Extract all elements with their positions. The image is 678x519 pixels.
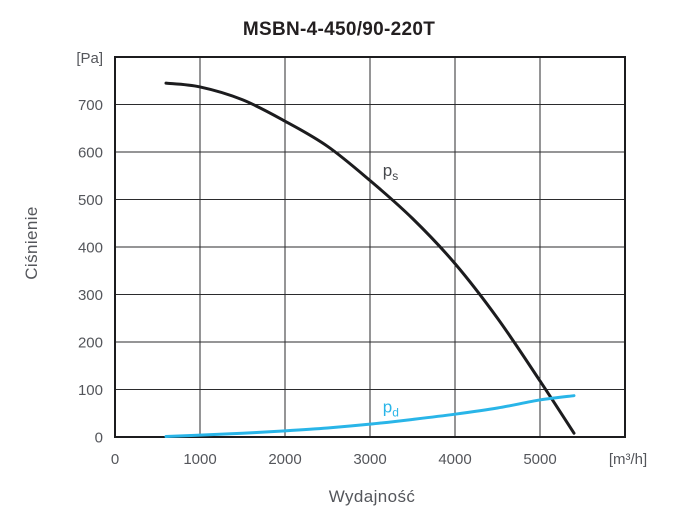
x-tick-label: 4000: [438, 451, 471, 468]
x-axis-title: Wydajność: [328, 487, 416, 506]
curve-ps: [164, 81, 576, 435]
curve-label-ps: ps: [383, 161, 398, 183]
curve-pd: [164, 394, 576, 439]
y-tick-label: 200: [78, 335, 103, 352]
chart-title: MSBN-4-450/90-220T: [242, 19, 436, 40]
x-axis-unit: [m³/h]: [609, 451, 647, 468]
curve-label-pd: pd: [383, 397, 399, 419]
y-axis-unit: [Pa]: [76, 50, 103, 67]
y-tick-label: 700: [78, 97, 103, 114]
y-tick-label: 500: [78, 192, 103, 209]
y-axis-title: Ciśnienie: [22, 206, 41, 280]
y-tick-label: 100: [78, 382, 103, 399]
x-tick-label: 2000: [268, 451, 301, 468]
x-tick-label: 1000: [183, 451, 216, 468]
x-tick-label: 5000: [523, 451, 556, 468]
x-tick-label: 0: [111, 451, 119, 468]
y-tick-label: 0: [95, 430, 103, 447]
plot-border: [114, 56, 626, 438]
y-tick-label: 600: [78, 145, 103, 162]
y-tick-label: 400: [78, 240, 103, 257]
y-tick-label: 300: [78, 287, 103, 304]
x-tick-label: 3000: [353, 451, 386, 468]
